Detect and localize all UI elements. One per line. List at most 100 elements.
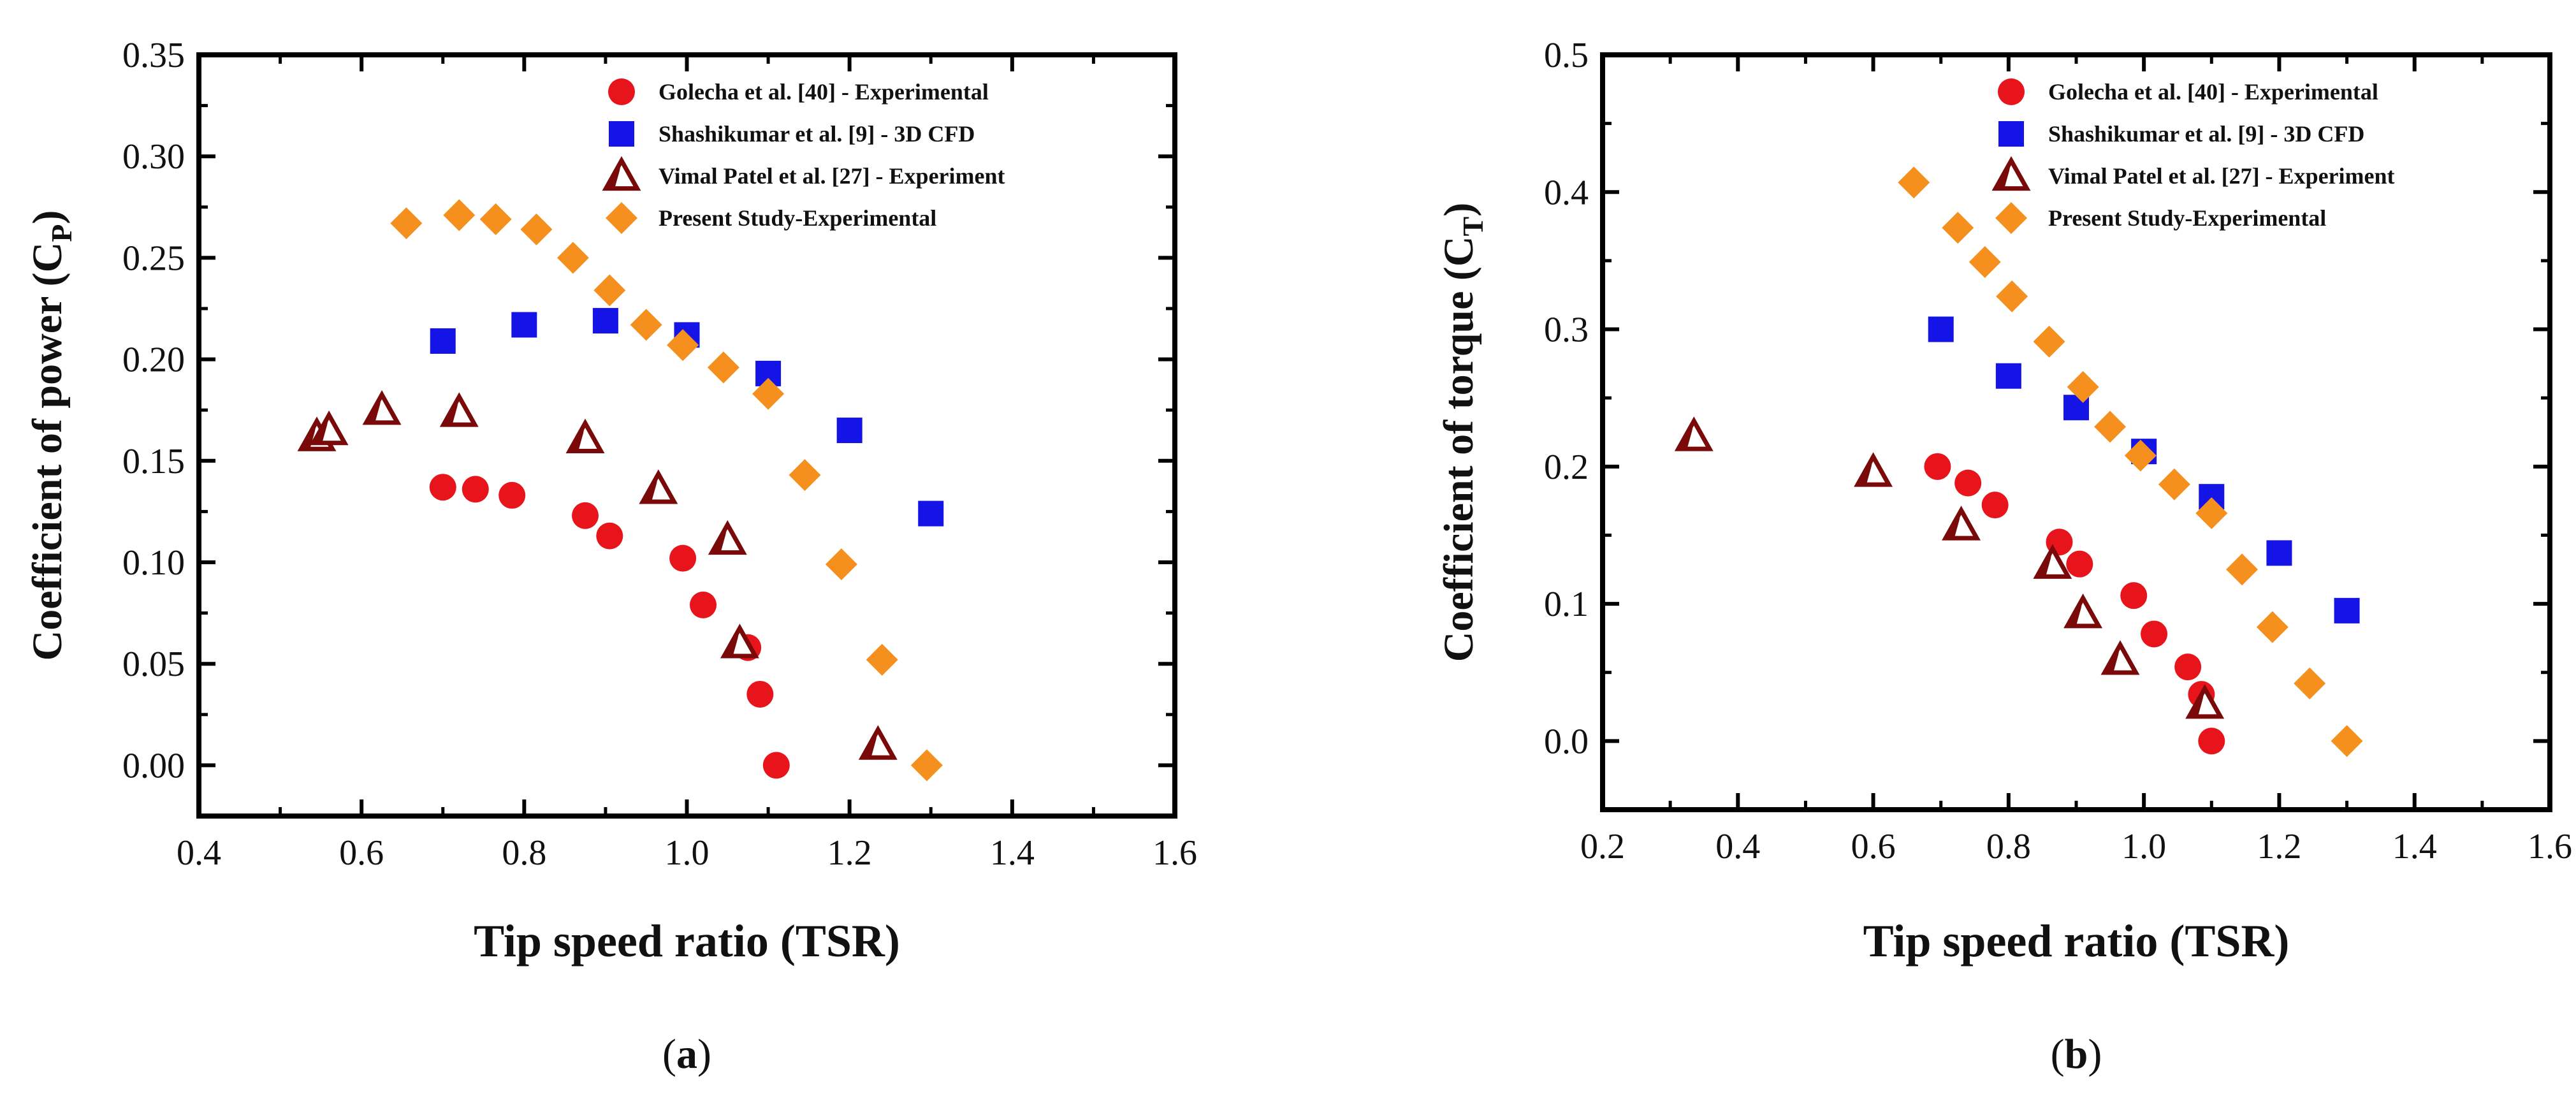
data-point-circle — [2174, 653, 2202, 681]
x-tick-label: 1.0 — [2121, 827, 2166, 866]
y-tick-label: 0.00 — [122, 746, 185, 785]
x-tick-label: 0.6 — [339, 833, 384, 873]
x-tick-label: 0.4 — [1715, 827, 1760, 866]
x-tick-label: 1.2 — [2257, 827, 2301, 866]
data-point-diamond — [2124, 439, 2157, 472]
data-point-circle — [596, 522, 623, 550]
x-tick-label: 0.8 — [1986, 827, 2031, 866]
series-square — [430, 308, 944, 527]
x-tick-label: 1.2 — [827, 833, 872, 873]
y-tick-label: 0.25 — [122, 238, 185, 278]
data-point-diamond — [866, 643, 898, 676]
data-point-square — [592, 308, 618, 334]
legend: Golecha et al. [40] - Experimental Shashi… — [1991, 78, 2395, 234]
y-axis-title-subscript: T — [1457, 217, 1489, 237]
y-tick-label: 0.35 — [122, 36, 185, 75]
series-circle — [429, 474, 790, 779]
legend-label: Shashikumar et al. [9] - 3D CFD — [2048, 121, 2364, 147]
data-point-diamond — [2331, 725, 2363, 757]
series-circle — [1924, 453, 2225, 755]
data-point-diamond — [2226, 553, 2259, 586]
x-tick-label: 0.4 — [177, 833, 221, 873]
data-point-diamond — [1942, 212, 1974, 244]
y-axis-title-main: Coefficient of torque (C — [1436, 236, 1482, 662]
data-point-diamond — [593, 274, 626, 307]
legend-marker-triangle — [602, 156, 641, 191]
legend-label: Present Study-Experimental — [659, 205, 936, 231]
y-tick-label: 0.2 — [1544, 448, 1589, 487]
data-point-triangle — [362, 390, 402, 425]
data-point-circle — [498, 481, 526, 509]
y-axis-title-close: ) — [24, 210, 71, 224]
legend-label: Shashikumar et al. [9] - 3D CFD — [659, 121, 975, 147]
data-point-triangle — [1674, 416, 1714, 451]
series-triangle — [1674, 416, 2225, 719]
data-point-triangle — [2185, 684, 2225, 719]
y-tick-label: 0.1 — [1544, 585, 1589, 624]
x-tick-label: 0.2 — [1580, 827, 1625, 866]
y-axis-title-close: ) — [1436, 203, 1482, 217]
x-tick-label: 0.8 — [502, 833, 546, 873]
series-diamond — [390, 199, 943, 782]
data-point-diamond — [390, 207, 423, 240]
y-tick-label: 0.30 — [122, 137, 185, 177]
data-point-circle — [572, 502, 599, 529]
data-point-diamond — [752, 377, 785, 410]
legend-label: Golecha et al. [40] - Experimental — [2048, 79, 2378, 105]
y-axis-title: Coefficient of torque (CT) — [1436, 203, 1489, 662]
chart-panel-b: 0.2 0.4 0.6 0.8 1.0 1.2 1.4 1.6 0.0 0.1 0.2 0.3 0.4 0… — [1436, 36, 2572, 1077]
data-point-diamond — [557, 242, 589, 274]
data-point-triangle — [2100, 640, 2140, 675]
data-point-triangle — [858, 725, 898, 760]
legend: Golecha et al. [40] - Experimental Shashi… — [602, 78, 1005, 234]
data-point-circle — [2066, 550, 2093, 578]
data-point-triangle — [720, 624, 759, 659]
y-tick-label: 0.0 — [1544, 722, 1589, 761]
data-point-square — [2266, 540, 2292, 566]
data-point-triangle — [439, 392, 479, 427]
x-tick-label: 1.6 — [1153, 833, 1197, 873]
panel-label: (b) — [2051, 1031, 2102, 1077]
legend-marker-square — [609, 121, 634, 147]
x-axis-title: Tip speed ratio (TSR) — [1863, 915, 2290, 966]
x-tick-label: 1.6 — [2528, 827, 2572, 866]
y-axis-title-main: Coefficient of power (C — [24, 242, 71, 661]
panel-letter: b — [2065, 1031, 2088, 1077]
legend-label: Vimal Patel et al. [27] - Experiment — [2048, 163, 2395, 189]
data-point-diamond — [1996, 280, 2028, 312]
data-point-triangle — [1942, 506, 1981, 541]
y-tick-label: 0.10 — [122, 543, 185, 583]
x-tick-label: 1.4 — [2392, 827, 2437, 866]
data-point-triangle — [2033, 544, 2072, 579]
panel-letter: a — [676, 1031, 697, 1077]
data-point-diamond — [443, 199, 476, 231]
data-point-diamond — [707, 351, 739, 384]
data-point-diamond — [2158, 468, 2190, 500]
data-point-circle — [2198, 727, 2225, 755]
data-point-diamond — [2195, 497, 2228, 530]
data-point-circle — [429, 474, 456, 501]
legend-marker-diamond — [606, 202, 637, 234]
x-tick-label: 0.6 — [1851, 827, 1896, 866]
y-tick-label: 0.20 — [122, 340, 185, 380]
data-point-circle — [2120, 582, 2148, 609]
data-point-circle — [1954, 469, 1982, 497]
data-point-diamond — [1968, 246, 2001, 279]
data-point-circle — [669, 544, 697, 572]
data-point-circle — [690, 591, 717, 618]
data-point-triangle — [309, 410, 349, 446]
data-point-circle — [2141, 620, 2168, 648]
data-point-triangle — [639, 469, 678, 504]
data-point-square — [918, 500, 944, 527]
data-point-diamond — [910, 749, 943, 782]
data-point-triangle — [565, 418, 605, 453]
data-point-square — [1995, 363, 2021, 389]
data-point-diamond — [1898, 166, 1930, 199]
data-point-diamond — [667, 329, 699, 361]
y-tick-label: 0.3 — [1544, 310, 1589, 350]
legend-marker-triangle — [1991, 156, 2031, 191]
x-tick-label: 1.4 — [990, 833, 1035, 873]
y-tick-label: 0.4 — [1544, 173, 1589, 212]
y-tick-label: 0.15 — [122, 442, 185, 481]
